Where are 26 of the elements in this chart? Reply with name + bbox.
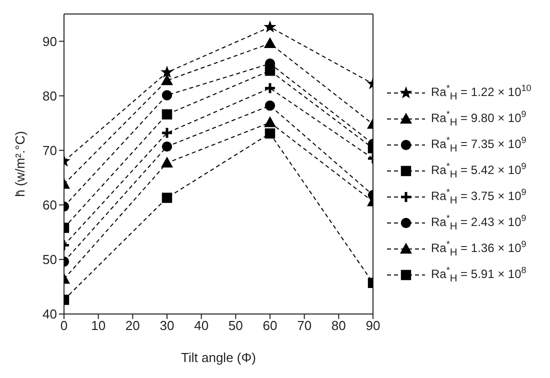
x-tick-label: 0 (60, 318, 68, 334)
x-axis-title: Tilt angle (Φ) (181, 350, 256, 365)
x-tick-label: 40 (194, 318, 209, 334)
x-tick-label: 70 (297, 318, 312, 334)
y-tick-label: 60 (42, 198, 57, 213)
legend-label: Ra$^{*}$$_{H}$ = 9.80 × 10$^{9}$ (431, 109, 526, 129)
legend-label: Ra$^{*}$$_{H}$ = 1.22 × 10$^{10}$ (431, 83, 532, 103)
x-tick-label: 90 (366, 318, 380, 334)
y-tick-label: 70 (42, 142, 57, 158)
legend-label: Ra$^{*}$$_{H}$ = 5.91 × 10$^{8}$ (431, 265, 526, 285)
legend-label: Ra$^{*}$$_{H}$ = 5.42 × 10$^{9}$ (431, 161, 526, 181)
legend-label: Ra$^{*}$$_{H}$ = 3.75 × 10$^{9}$ (431, 187, 526, 207)
legend-label: Ra$^{*}$$_{H}$ = 7.35 × 10$^{9}$ (431, 135, 526, 155)
x-tick-label: 30 (160, 318, 174, 334)
x-tick-label: 80 (331, 318, 346, 334)
y-axis-title: h̄ (w/m².°C) (12, 131, 28, 197)
y-tick-label: 80 (42, 88, 57, 104)
x-tick-label: 60 (262, 318, 278, 334)
x-tick-label: 10 (91, 318, 106, 334)
x-tick-label: 50 (228, 318, 243, 334)
y-tick-label: 50 (42, 252, 57, 268)
y-tick-label: 40 (42, 306, 57, 322)
y-tick-label: 90 (42, 34, 57, 49)
x-tick-label: 20 (125, 318, 140, 334)
legend-label: Ra$^{*}$$_{H}$ = 2.43 × 10$^{9}$ (431, 213, 526, 233)
legend-label: Ra$^{*}$$_{H}$ = 1.36 × 10$^{9}$ (431, 239, 526, 259)
